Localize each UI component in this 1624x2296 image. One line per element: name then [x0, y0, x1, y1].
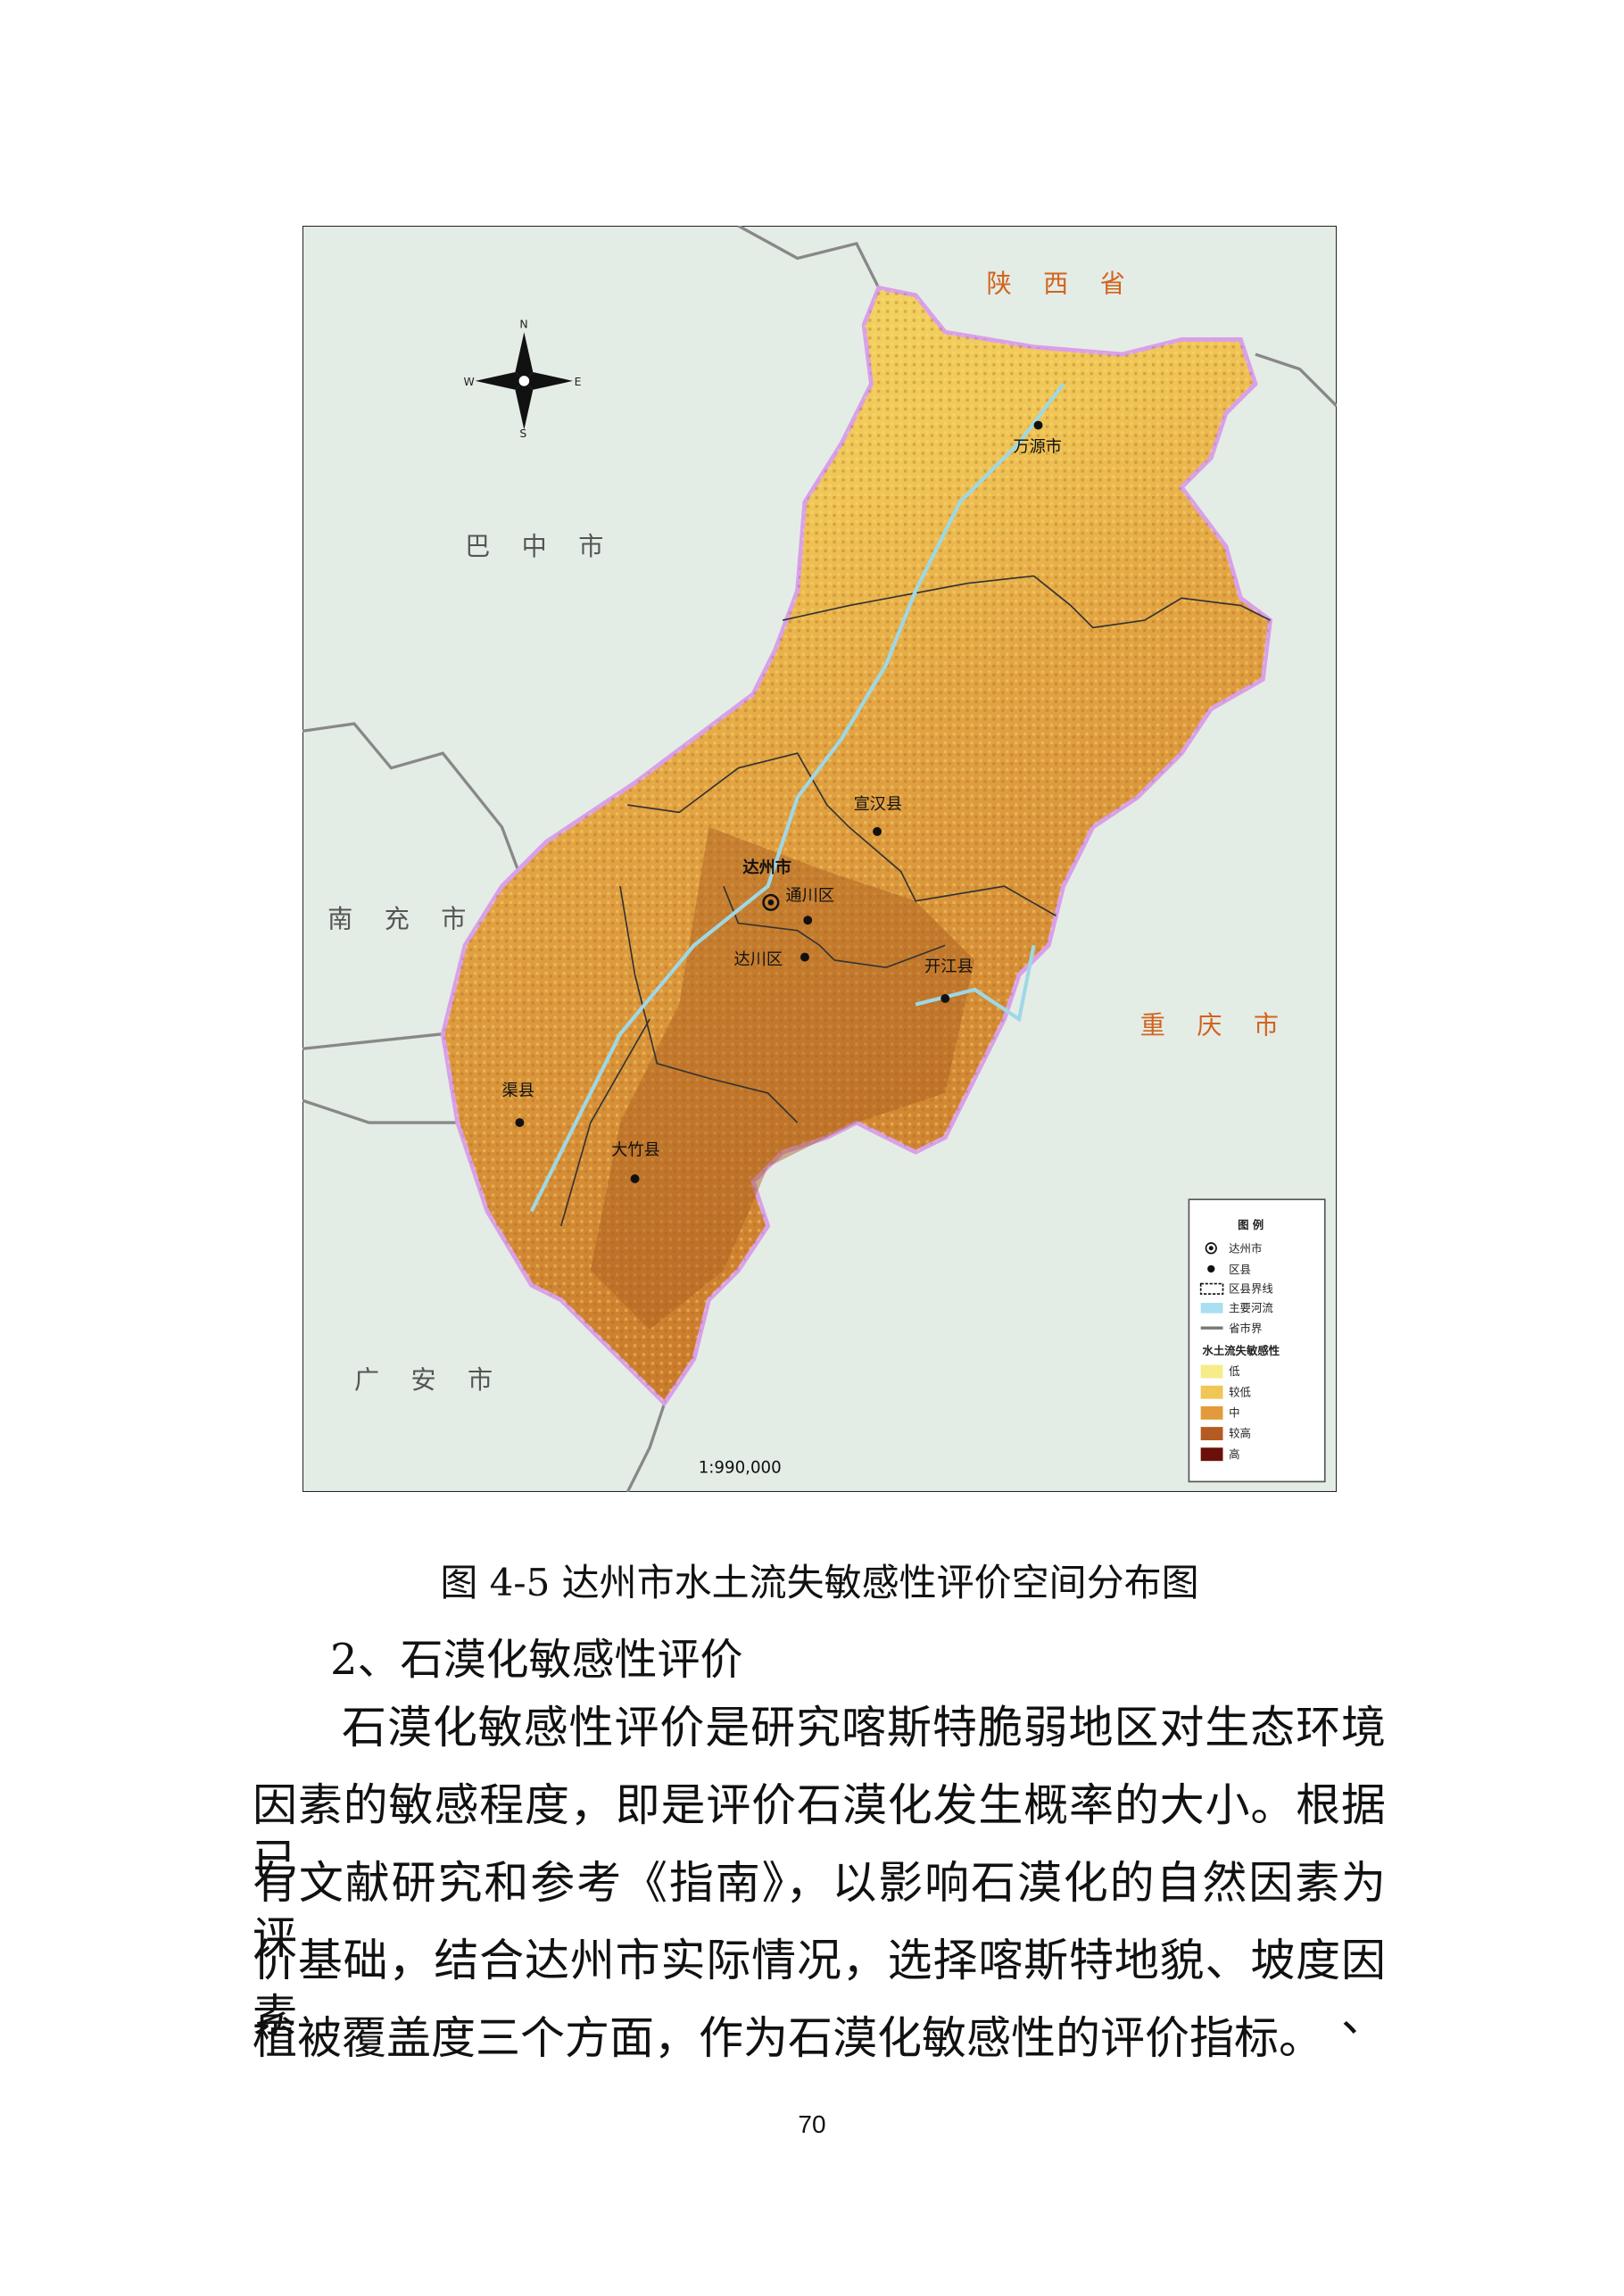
town-label: 通川区	[785, 887, 834, 906]
text-line: 因素的敏感程度，即是评价石漠化发生概率的大小。根据已	[253, 1779, 1386, 1886]
town-label: 达川区	[733, 950, 783, 969]
section-heading: 2、石漠化敏感性评价	[330, 1635, 743, 1685]
legend-title: 图 例	[1238, 1218, 1264, 1231]
legend-item: 中	[1229, 1406, 1239, 1420]
city-label: 达州市	[742, 858, 791, 877]
legend-item: 高	[1229, 1447, 1239, 1461]
compass-letter: S	[519, 427, 526, 440]
legend-item: 省市界	[1229, 1322, 1262, 1335]
town-markers	[515, 420, 1043, 1183]
neighbor-label: 南 充 市	[327, 904, 477, 933]
town-label: 渠县	[502, 1082, 534, 1100]
neighbor-label: 陕 西 省	[987, 269, 1137, 299]
compass-letter: E	[575, 375, 582, 388]
town-label: 大竹县	[611, 1140, 660, 1159]
figure-caption: 图 4-5 达州市水土流失敏感性评价空间分布图	[440, 1561, 1199, 1604]
town-label: 万源市	[1013, 437, 1062, 456]
dazhou-region	[440, 285, 1273, 1407]
town-label: 宣汉县	[854, 795, 903, 814]
scale-label: 1:990,000	[699, 1458, 782, 1477]
neighbor-label: 重 庆 市	[1140, 1011, 1290, 1040]
border	[1255, 352, 1337, 408]
border	[302, 1098, 458, 1124]
legend-item: 较高	[1229, 1427, 1251, 1440]
text-line: 有文献研究和参考《指南》，以影响石漠化的自然因素为评	[253, 1857, 1386, 1964]
paragraph: 石漠化敏感性评价是研究喀斯特脆弱地区对生态环境因素的敏感程度，即是评价石漠化发生…	[253, 1700, 1386, 2088]
legend-item: 主要河流	[1229, 1301, 1273, 1314]
legend-item: 低	[1229, 1364, 1239, 1378]
compass	[475, 332, 573, 430]
compass-letter: N	[519, 317, 527, 330]
text-line: 价基础，结合达州市实际情况，选择喀斯特地貌、坡度因素、	[253, 1935, 1386, 2042]
neighbor-label: 广 安 市	[354, 1365, 504, 1395]
text-line: 石漠化敏感性评价是研究喀斯特脆弱地区对生态环境	[342, 1702, 1386, 1753]
legend-item: 较低	[1229, 1385, 1251, 1398]
legend-item: 区县界线	[1229, 1281, 1273, 1295]
legend-item: 达州市	[1229, 1242, 1262, 1256]
border	[737, 226, 881, 289]
town-label: 开江县	[924, 957, 974, 976]
legend-item: 区县	[1229, 1263, 1251, 1276]
page-number: 70	[798, 2110, 826, 2138]
legend	[1188, 1198, 1326, 1483]
border	[626, 1403, 667, 1492]
neighbor-label: 巴 中 市	[465, 532, 615, 561]
legend-subtitle: 水土流失敏感性	[1202, 1344, 1280, 1357]
text-line: 植被覆盖度三个方面，作为石漠化敏感性的评价指标。	[253, 2012, 1323, 2064]
compass-letter: W	[463, 375, 474, 388]
